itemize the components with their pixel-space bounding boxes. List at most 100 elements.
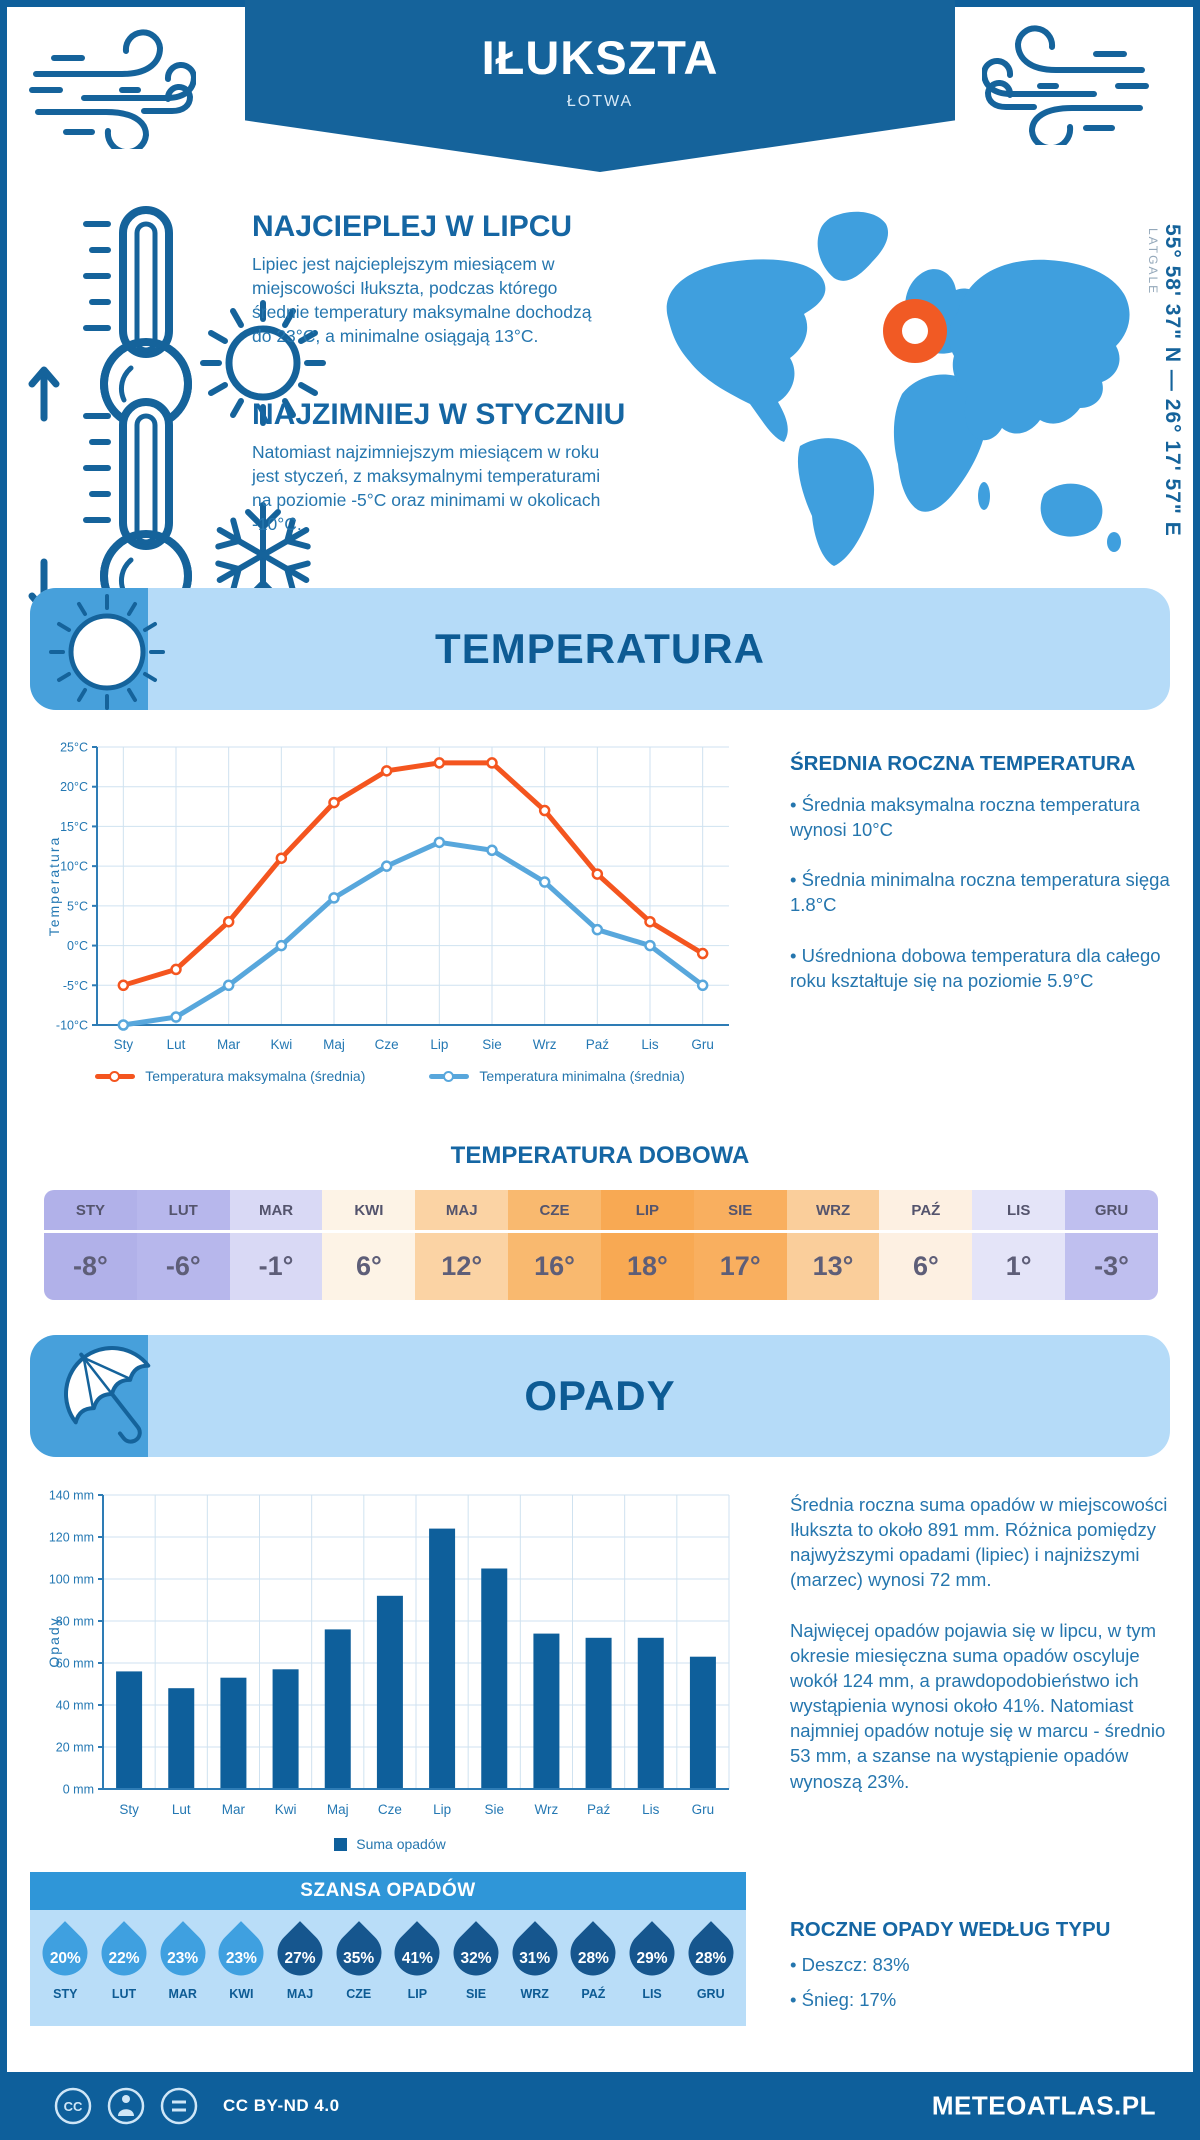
x-tick-label: Wrz [533, 1037, 557, 1052]
rain-chance-month: PAŹ [581, 1987, 606, 2001]
daily-temp-column: CZE 16° [508, 1190, 601, 1300]
line-series-1 [120, 839, 706, 1028]
y-tick-label: 100 mm [49, 1573, 94, 1587]
droplet-wrap: 27% [268, 1914, 332, 1986]
rain-chance-month: LIP [407, 1987, 428, 2001]
daily-temp-month: KWI [322, 1190, 416, 1233]
x-tick-label: Lut [167, 1037, 186, 1052]
y-tick-label: 80 mm [56, 1615, 94, 1629]
data-point [591, 923, 604, 936]
daily-temp-month: CZE [508, 1190, 601, 1233]
x-tick-label: Maj [323, 1037, 345, 1052]
y-tick-label: 25°C [60, 741, 88, 755]
rain-chance-value: 41% [401, 1950, 433, 1967]
daily-temp-column: SIE 17° [693, 1190, 787, 1300]
daily-temp-column: LUT -6° [136, 1190, 230, 1300]
rain-chance-value: 23% [167, 1950, 199, 1967]
daily-temp-month: MAJ [415, 1190, 509, 1233]
daily-temp-value: 16° [534, 1251, 575, 1281]
daily-temp-month: PAŹ [879, 1190, 973, 1233]
daily-temp-value: 6° [912, 1251, 939, 1281]
daily-temp-column: WRZ 13° [786, 1190, 880, 1300]
temperature-section-title: TEMPERATURA [435, 625, 765, 672]
bar [324, 1629, 351, 1789]
daily-temperature-table: STY -8° LUT -6° MAR -1° KWI 6° MAJ 12° CZE 16° LIP 18… [44, 1190, 1158, 1300]
droplet-wrap: 23% [150, 1914, 215, 1986]
daily-temp-value: 13° [812, 1251, 854, 1281]
x-tick-label: Lip [433, 1802, 451, 1817]
daily-temp-column: KWI 6° [322, 1190, 416, 1300]
legend-item: Temperatura minimalna (średnia) [429, 1068, 685, 1084]
y-tick-label: -5°C [63, 979, 88, 993]
data-point [117, 1019, 130, 1031]
rain-chance-value: 31% [519, 1950, 551, 1967]
rain-chance-value: 28% [577, 1950, 609, 1967]
legend-label: Suma opadów [356, 1836, 446, 1852]
x-tick-label: Paź [586, 1037, 610, 1052]
data-point [433, 757, 446, 769]
y-tick-label: 10°C [60, 860, 88, 874]
daily-temp-month: LUT [136, 1190, 230, 1233]
rain-chance-month: STY [53, 1987, 78, 2001]
daily-temp-month: MAR [229, 1190, 323, 1233]
x-tick-label: Sty [119, 1802, 139, 1817]
bar [116, 1671, 143, 1789]
data-point [644, 915, 656, 928]
rain-chance-value: 29% [636, 1950, 668, 1967]
y-axis-label: Temperatura [46, 836, 62, 937]
x-tick-label: Maj [327, 1802, 349, 1817]
daily-temp-value: 1° [1005, 1251, 1032, 1281]
droplet-wrap: 20% [33, 1914, 98, 1986]
rain-chance-item: 29% LIS [620, 1914, 684, 2026]
droplet-wrap: 29% [620, 1914, 684, 1986]
data-point [222, 979, 235, 992]
precipitation-type-title: ROCZNE OPADY WEDŁUG TYPU [790, 1918, 1111, 1941]
legend-dot [109, 1070, 121, 1082]
daily-temp-value: -6° [165, 1251, 201, 1281]
daily-temp-month: LIS [972, 1190, 1066, 1233]
daily-temp-month: WRZ [786, 1190, 880, 1233]
rain-chance-title: SZANSA OPADÓW [30, 1872, 746, 1910]
rain-chance-item: 28% PAŹ [561, 1914, 626, 2026]
daily-temp-value: 12° [441, 1251, 483, 1281]
temperature-bullet: Uśredniona dobowa temperatura dla całego… [790, 943, 1170, 993]
droplet-wrap: 41% [385, 1914, 450, 1986]
license-block: CC CC BY-ND 4.0 [52, 2085, 340, 2127]
daily-temp-column: LIP 18° [600, 1190, 694, 1300]
x-tick-label: Paź [587, 1802, 611, 1817]
y-tick-label: 20 mm [56, 1741, 94, 1755]
rain-chance-item: 35% CZE [326, 1914, 391, 2026]
sun-icon [200, 300, 326, 426]
x-tick-label: Lut [172, 1802, 191, 1817]
daily-temp-value: -3° [1094, 1251, 1129, 1281]
y-tick-label: 5°C [67, 899, 88, 913]
bar [533, 1633, 560, 1789]
rain-chance-item: 31% WRZ [502, 1914, 567, 2026]
data-point [380, 765, 393, 777]
x-tick-label: Gru [691, 1037, 714, 1052]
data-point [591, 868, 604, 880]
rain-chance-month: CZE [346, 1987, 372, 2001]
droplet-wrap: 28% [561, 1914, 626, 1986]
rain-chance-month: KWI [229, 1987, 254, 2001]
rain-chance-month: WRZ [520, 1987, 549, 2001]
rain-chance-value: 22% [108, 1950, 140, 1967]
precipitation-type-bullet: Deszcz: 83% [790, 1952, 1170, 1977]
data-point [644, 939, 656, 952]
rain-chance-value: 35% [343, 1950, 375, 1967]
x-tick-label: Cze [378, 1802, 402, 1817]
data-point [433, 836, 446, 849]
rain-chance-value: 32% [460, 1950, 492, 1967]
x-tick-label: Sie [482, 1037, 502, 1052]
license-text: CC BY-ND 4.0 [223, 2096, 340, 2115]
droplet-wrap: 28% [678, 1914, 743, 1986]
daily-temp-column: STY -8° [44, 1190, 137, 1300]
rain-chance-month: LUT [111, 1987, 137, 2001]
warmest-heading: NAJCIEPLEJ W LIPCU [252, 210, 573, 243]
precipitation-bar-chart: 0 mm 20 mm 40 mm 60 mm 80 mm 100 mm 120 mm 140 … [46, 1489, 730, 1817]
x-tick-label: Kwi [270, 1037, 292, 1052]
y-tick-label: 20°C [60, 780, 88, 794]
x-tick-label: Kwi [275, 1802, 297, 1817]
rain-chance-value: 27% [284, 1950, 316, 1967]
